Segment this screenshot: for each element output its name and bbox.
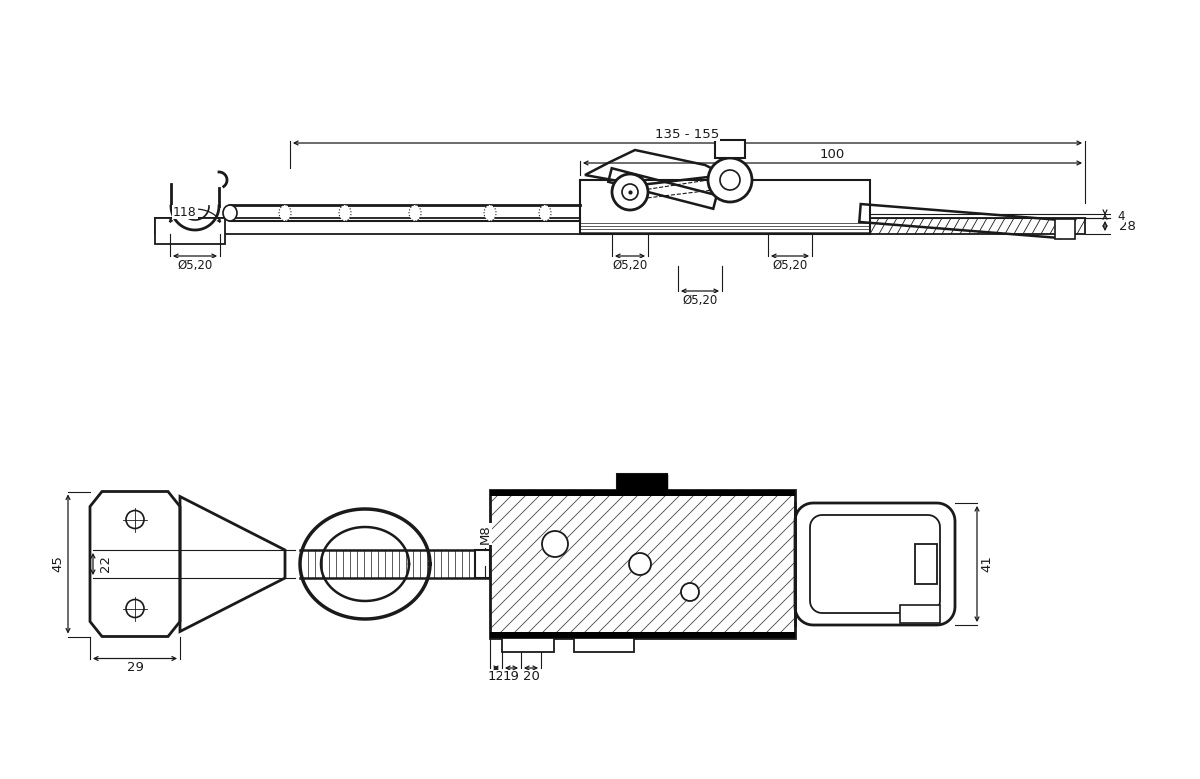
Bar: [490, 490, 796, 638]
Text: 135 - 155: 135 - 155: [655, 128, 720, 140]
Ellipse shape: [223, 205, 238, 221]
Text: M8: M8: [479, 524, 492, 544]
Text: 4: 4: [1117, 210, 1124, 223]
Bar: [715, 140, 745, 158]
Text: Ø5,20: Ø5,20: [773, 259, 808, 272]
Circle shape: [629, 553, 650, 575]
Text: 29: 29: [126, 661, 144, 674]
Text: 118: 118: [173, 206, 197, 218]
Circle shape: [708, 158, 752, 202]
Text: 12: 12: [487, 671, 504, 683]
Text: 100: 100: [820, 147, 845, 160]
Circle shape: [126, 600, 144, 618]
Bar: [580, 180, 870, 234]
Text: Ø5,20: Ø5,20: [178, 259, 212, 272]
Bar: [155, 218, 1085, 234]
Polygon shape: [617, 474, 667, 490]
Ellipse shape: [539, 205, 551, 221]
Circle shape: [622, 184, 638, 200]
Ellipse shape: [409, 205, 421, 221]
Bar: [900, 605, 940, 623]
Text: 19: 19: [503, 671, 520, 683]
Bar: [916, 544, 937, 584]
Text: 41: 41: [980, 555, 994, 573]
Bar: [475, 550, 490, 578]
Bar: [155, 218, 226, 244]
Ellipse shape: [484, 205, 496, 221]
Text: 22: 22: [98, 555, 112, 573]
Ellipse shape: [340, 205, 352, 221]
Text: Ø5,20: Ø5,20: [612, 259, 648, 272]
Circle shape: [720, 170, 740, 190]
Circle shape: [126, 510, 144, 528]
Circle shape: [682, 583, 698, 601]
Text: 28: 28: [1120, 220, 1136, 232]
Bar: [1055, 219, 1075, 239]
Bar: [502, 638, 554, 652]
Ellipse shape: [278, 205, 292, 221]
Bar: [617, 474, 667, 490]
Text: 20: 20: [522, 671, 540, 683]
Text: 45: 45: [52, 555, 65, 573]
Circle shape: [542, 531, 568, 557]
Circle shape: [612, 174, 648, 210]
Text: Ø5,20: Ø5,20: [683, 294, 718, 306]
Bar: [490, 490, 796, 496]
Bar: [490, 632, 796, 638]
Bar: [574, 638, 634, 652]
